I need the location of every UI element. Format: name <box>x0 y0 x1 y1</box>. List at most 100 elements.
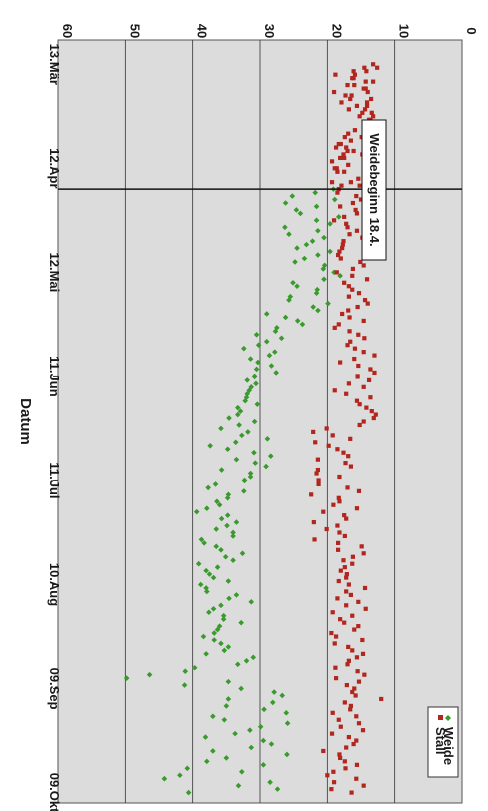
data-point-stall <box>331 780 337 785</box>
data-point-stall <box>338 360 343 365</box>
data-point-weide <box>309 238 316 244</box>
data-point-stall <box>314 471 319 476</box>
data-point-weide <box>278 335 285 342</box>
data-point-stall <box>348 436 353 441</box>
x-tick-label: 10.Aug <box>47 563 62 606</box>
data-point-stall <box>352 356 357 362</box>
data-point-stall <box>364 405 369 410</box>
data-point-stall <box>350 200 356 206</box>
data-point-weide <box>248 384 255 390</box>
data-point-stall <box>371 415 376 421</box>
data-point-stall <box>359 544 364 549</box>
data-point-stall <box>331 502 336 507</box>
data-point-stall <box>342 700 347 705</box>
data-point-stall <box>338 755 343 761</box>
data-point-weide <box>218 602 224 609</box>
data-point-stall <box>346 454 351 459</box>
data-point-stall <box>337 530 342 535</box>
data-point-weide <box>225 678 232 685</box>
data-point-weide <box>210 574 217 581</box>
data-point-stall <box>338 568 343 573</box>
data-point-weide <box>279 692 286 699</box>
data-point-weide <box>325 300 331 307</box>
data-point-stall <box>372 370 377 376</box>
data-point-stall <box>330 610 335 615</box>
data-point-weide <box>284 720 291 727</box>
data-point-stall <box>315 467 321 473</box>
data-point-weide <box>260 737 267 744</box>
data-point-weide <box>206 609 212 616</box>
data-point-weide <box>203 651 209 657</box>
data-point-weide <box>320 266 327 272</box>
data-point-weide <box>204 758 210 765</box>
data-point-stall <box>344 603 349 608</box>
data-point-stall <box>356 599 361 604</box>
data-point-weide <box>292 259 298 265</box>
data-point-stall <box>342 620 347 625</box>
data-point-stall <box>361 384 366 389</box>
data-point-stall <box>369 408 374 414</box>
data-point-weide <box>200 633 207 640</box>
data-point-weide <box>218 515 225 522</box>
data-point-stall <box>350 287 355 292</box>
data-point-stall <box>333 676 339 681</box>
data-point-weide <box>294 245 300 251</box>
y-tick-label: 50 <box>127 24 142 38</box>
data-point-weide <box>253 331 260 338</box>
data-point-weide <box>123 675 130 681</box>
data-point-stall <box>354 211 360 216</box>
data-point-stall <box>363 79 368 84</box>
data-point-stall <box>350 266 356 271</box>
data-point-weide <box>253 380 259 387</box>
data-point-stall <box>341 450 346 455</box>
data-point-stall <box>336 495 341 500</box>
data-point-weide <box>244 377 251 383</box>
data-point-stall <box>357 183 362 188</box>
data-point-stall <box>352 128 358 133</box>
data-point-weide <box>294 283 300 290</box>
y-tick-label: 30 <box>262 24 277 38</box>
data-point-weide <box>220 616 227 622</box>
data-point-weide <box>220 612 227 619</box>
data-point-stall <box>321 748 326 754</box>
data-point-stall <box>354 776 359 781</box>
data-point-stall <box>346 308 351 313</box>
data-point-weide <box>230 557 236 564</box>
data-point-weide <box>185 789 192 796</box>
data-point-stall <box>361 86 366 91</box>
data-point-stall <box>316 478 321 483</box>
data-point-weide <box>301 255 308 262</box>
data-point-stall <box>364 103 370 108</box>
legend-marker-weide <box>445 715 451 721</box>
data-point-stall <box>345 148 350 154</box>
data-point-stall <box>342 280 347 285</box>
data-point-weide <box>216 501 223 508</box>
data-point-weide <box>212 481 219 487</box>
data-point-weide <box>331 196 338 203</box>
x-tick-label: 11.Jul <box>47 462 62 498</box>
data-point-stall <box>345 225 350 230</box>
y-tick-label: 10 <box>397 24 412 38</box>
data-point-weide <box>267 779 273 785</box>
data-point-weide <box>266 352 273 359</box>
data-point-stall <box>355 374 360 379</box>
data-point-stall <box>344 516 349 521</box>
data-point-stall <box>356 363 361 369</box>
x-axis-label: Datum <box>17 398 34 445</box>
data-point-weide <box>327 248 333 255</box>
gridlines <box>124 40 396 803</box>
data-point-stall <box>337 752 342 757</box>
data-point-weide <box>211 630 218 636</box>
data-point-stall <box>337 499 342 504</box>
data-point-stall <box>354 655 360 660</box>
data-point-stall <box>355 669 360 674</box>
data-point-stall <box>351 741 356 747</box>
data-point-weide <box>264 436 271 442</box>
series-weide <box>123 186 343 796</box>
data-point-stall <box>315 457 321 462</box>
data-point-stall <box>348 703 353 708</box>
data-point-stall <box>351 148 356 154</box>
data-point-stall <box>347 232 352 237</box>
data-point-stall <box>335 523 340 528</box>
